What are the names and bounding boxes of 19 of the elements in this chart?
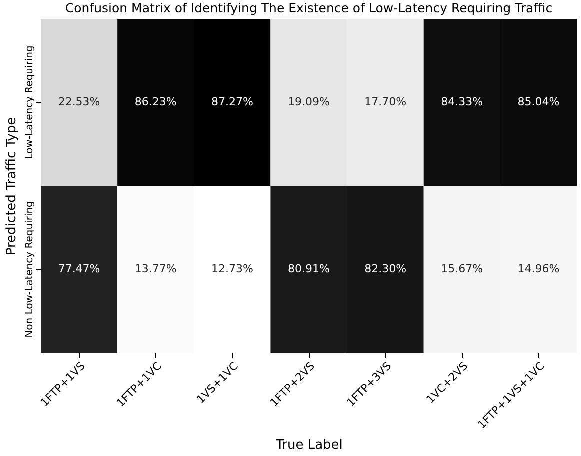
data-label: 85.04% [518,96,560,108]
data-label: 15.67% [441,262,484,276]
data-label: 14.96% [518,262,560,276]
data-label: 17.70% [364,96,407,108]
data-label: 80.91% [288,262,330,276]
y-axis-title: Predicted Traffic Type [4,117,20,256]
data-label: 13.77% [134,262,177,276]
data-label: 77.47% [58,262,100,276]
data-label: 84.33% [441,96,484,108]
y-tick-label: Non Low-Latency Requiring [24,201,36,338]
data-label: 86.23% [134,96,177,108]
data-label: 19.09% [288,96,330,108]
data-label: 82.30% [364,262,407,276]
data-label: 12.73% [211,262,254,276]
y-tick-label: Low-Latency Requiring [24,46,36,160]
x-axis-title: True Label [275,438,343,453]
data-label: 22.53% [58,96,100,108]
chart-title: Confusion Matrix of Identifying The Existence of Low-Latency Requiring Traffic [65,0,553,16]
data-label: 87.27% [211,96,254,108]
